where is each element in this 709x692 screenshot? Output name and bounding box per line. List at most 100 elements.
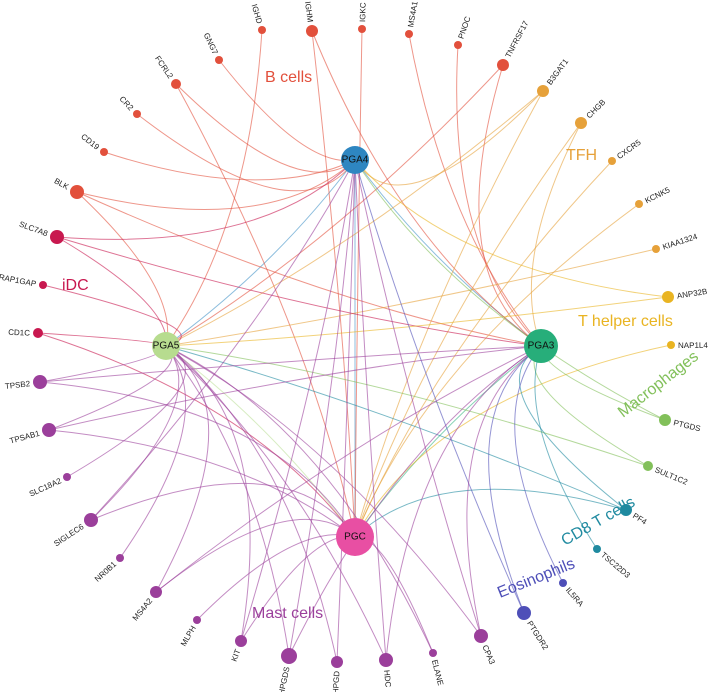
gene-edge [56,236,542,347]
gene-edge [90,159,356,521]
gene-label: PTGDS [673,418,702,433]
gene-node [84,513,98,527]
gene-label: NR0B1 [93,559,119,583]
gene-edge [175,83,356,173]
hub-edge [354,345,542,538]
hub-label: PGA4 [342,155,369,166]
gene-edge [534,345,598,550]
gene-node [620,504,632,516]
gene-node [667,341,675,349]
gene-node [659,414,671,426]
gene-edge [311,30,356,538]
gene-edge [478,64,542,347]
gene-label: KIAA1324 [661,232,699,252]
gene-label: FCRL2 [153,54,175,80]
gene-node [235,635,247,647]
gene-edge [165,248,657,347]
gene-node [33,328,43,338]
hub-edge [165,345,356,538]
gene-label: CD19 [79,132,101,152]
hub-node [524,329,558,363]
gene-edge [165,345,251,642]
gene-edge [136,113,356,192]
gene-label: KCNK5 [643,185,671,205]
gene-node [474,629,488,643]
gene-node [537,85,549,97]
gene-edge [165,345,434,654]
gene-edge [354,488,627,538]
gene-label: SULT1C2 [654,465,690,487]
gene-label: SLC7A8 [18,220,50,239]
gene-edge [48,345,542,431]
gene-edge [288,345,542,657]
gene-node [635,200,643,208]
gene-edge [488,345,542,614]
gene-edge [165,345,649,467]
gene-edge [288,159,356,657]
gene-edge [466,345,542,637]
gene-edge [165,345,387,661]
gene-label: PNOC [456,15,472,40]
gene-edge [165,29,263,347]
gene-node [405,30,413,38]
gene-label: IGHD [250,3,264,25]
gene-edge [103,151,356,181]
gene-label: IGKC [358,2,367,22]
gene-node [306,25,318,37]
group-label: TFH [566,147,597,164]
gene-node [193,616,201,624]
gene-node [331,656,343,668]
gene-node [133,110,141,118]
gene-node [429,649,437,657]
gene-node [643,461,653,471]
group-label: Eosinophils [495,555,577,601]
gene-label: CPA3 [480,644,497,667]
gene-edge [354,159,525,614]
group-label: CD8 T cells [559,494,639,550]
gene-edge [165,345,482,637]
gene-edge [514,345,564,584]
gene-edge [165,345,290,657]
hub-node-layer: PGA4 PGA5 PGA3 PGC [152,146,558,556]
gene-edge [354,159,666,421]
gene-label: HPGDS [277,666,292,692]
gene-node [50,230,64,244]
gene-node [42,423,56,437]
gene-edge [56,159,356,240]
gene-edge [354,90,544,538]
gene-label: ANP32B [676,287,708,301]
gene-node [116,554,124,562]
gene-edge [354,122,582,538]
gene-edge [90,482,356,538]
gene-edge [354,159,482,637]
gene-node [379,653,393,667]
gene-edge [175,83,356,538]
hub-edge [165,159,356,347]
gene-label: RAP1GAP [0,272,37,288]
gene-edge [336,159,356,663]
gene-node [517,606,531,620]
gene-label: TPSAB1 [9,429,41,446]
gene-edge [165,296,669,347]
gene-label: HPGD [331,671,341,692]
gene-edge [48,429,356,538]
gene-label: IL5RA [564,586,586,609]
gene-edge [155,518,356,593]
group-label: Macrophages [615,348,702,421]
gene-label: CXCR5 [615,137,643,160]
gene-node [281,648,297,664]
gene-label: HDC [382,670,393,688]
gene-label: PTGDR2 [525,619,550,652]
group-label: B cells [265,69,312,86]
gene-label: B3GAT1 [545,57,570,87]
gene-label: CHGB [585,98,608,121]
gene-label: TNFRSF17 [504,19,531,59]
gene-edge [354,90,544,186]
gene-edge [354,203,640,538]
gene-node [559,579,567,587]
hub-label: PGA5 [153,341,180,352]
gene-label: TSC22D3 [599,550,632,580]
gene-edge [385,345,542,661]
gene-edge [165,345,627,511]
